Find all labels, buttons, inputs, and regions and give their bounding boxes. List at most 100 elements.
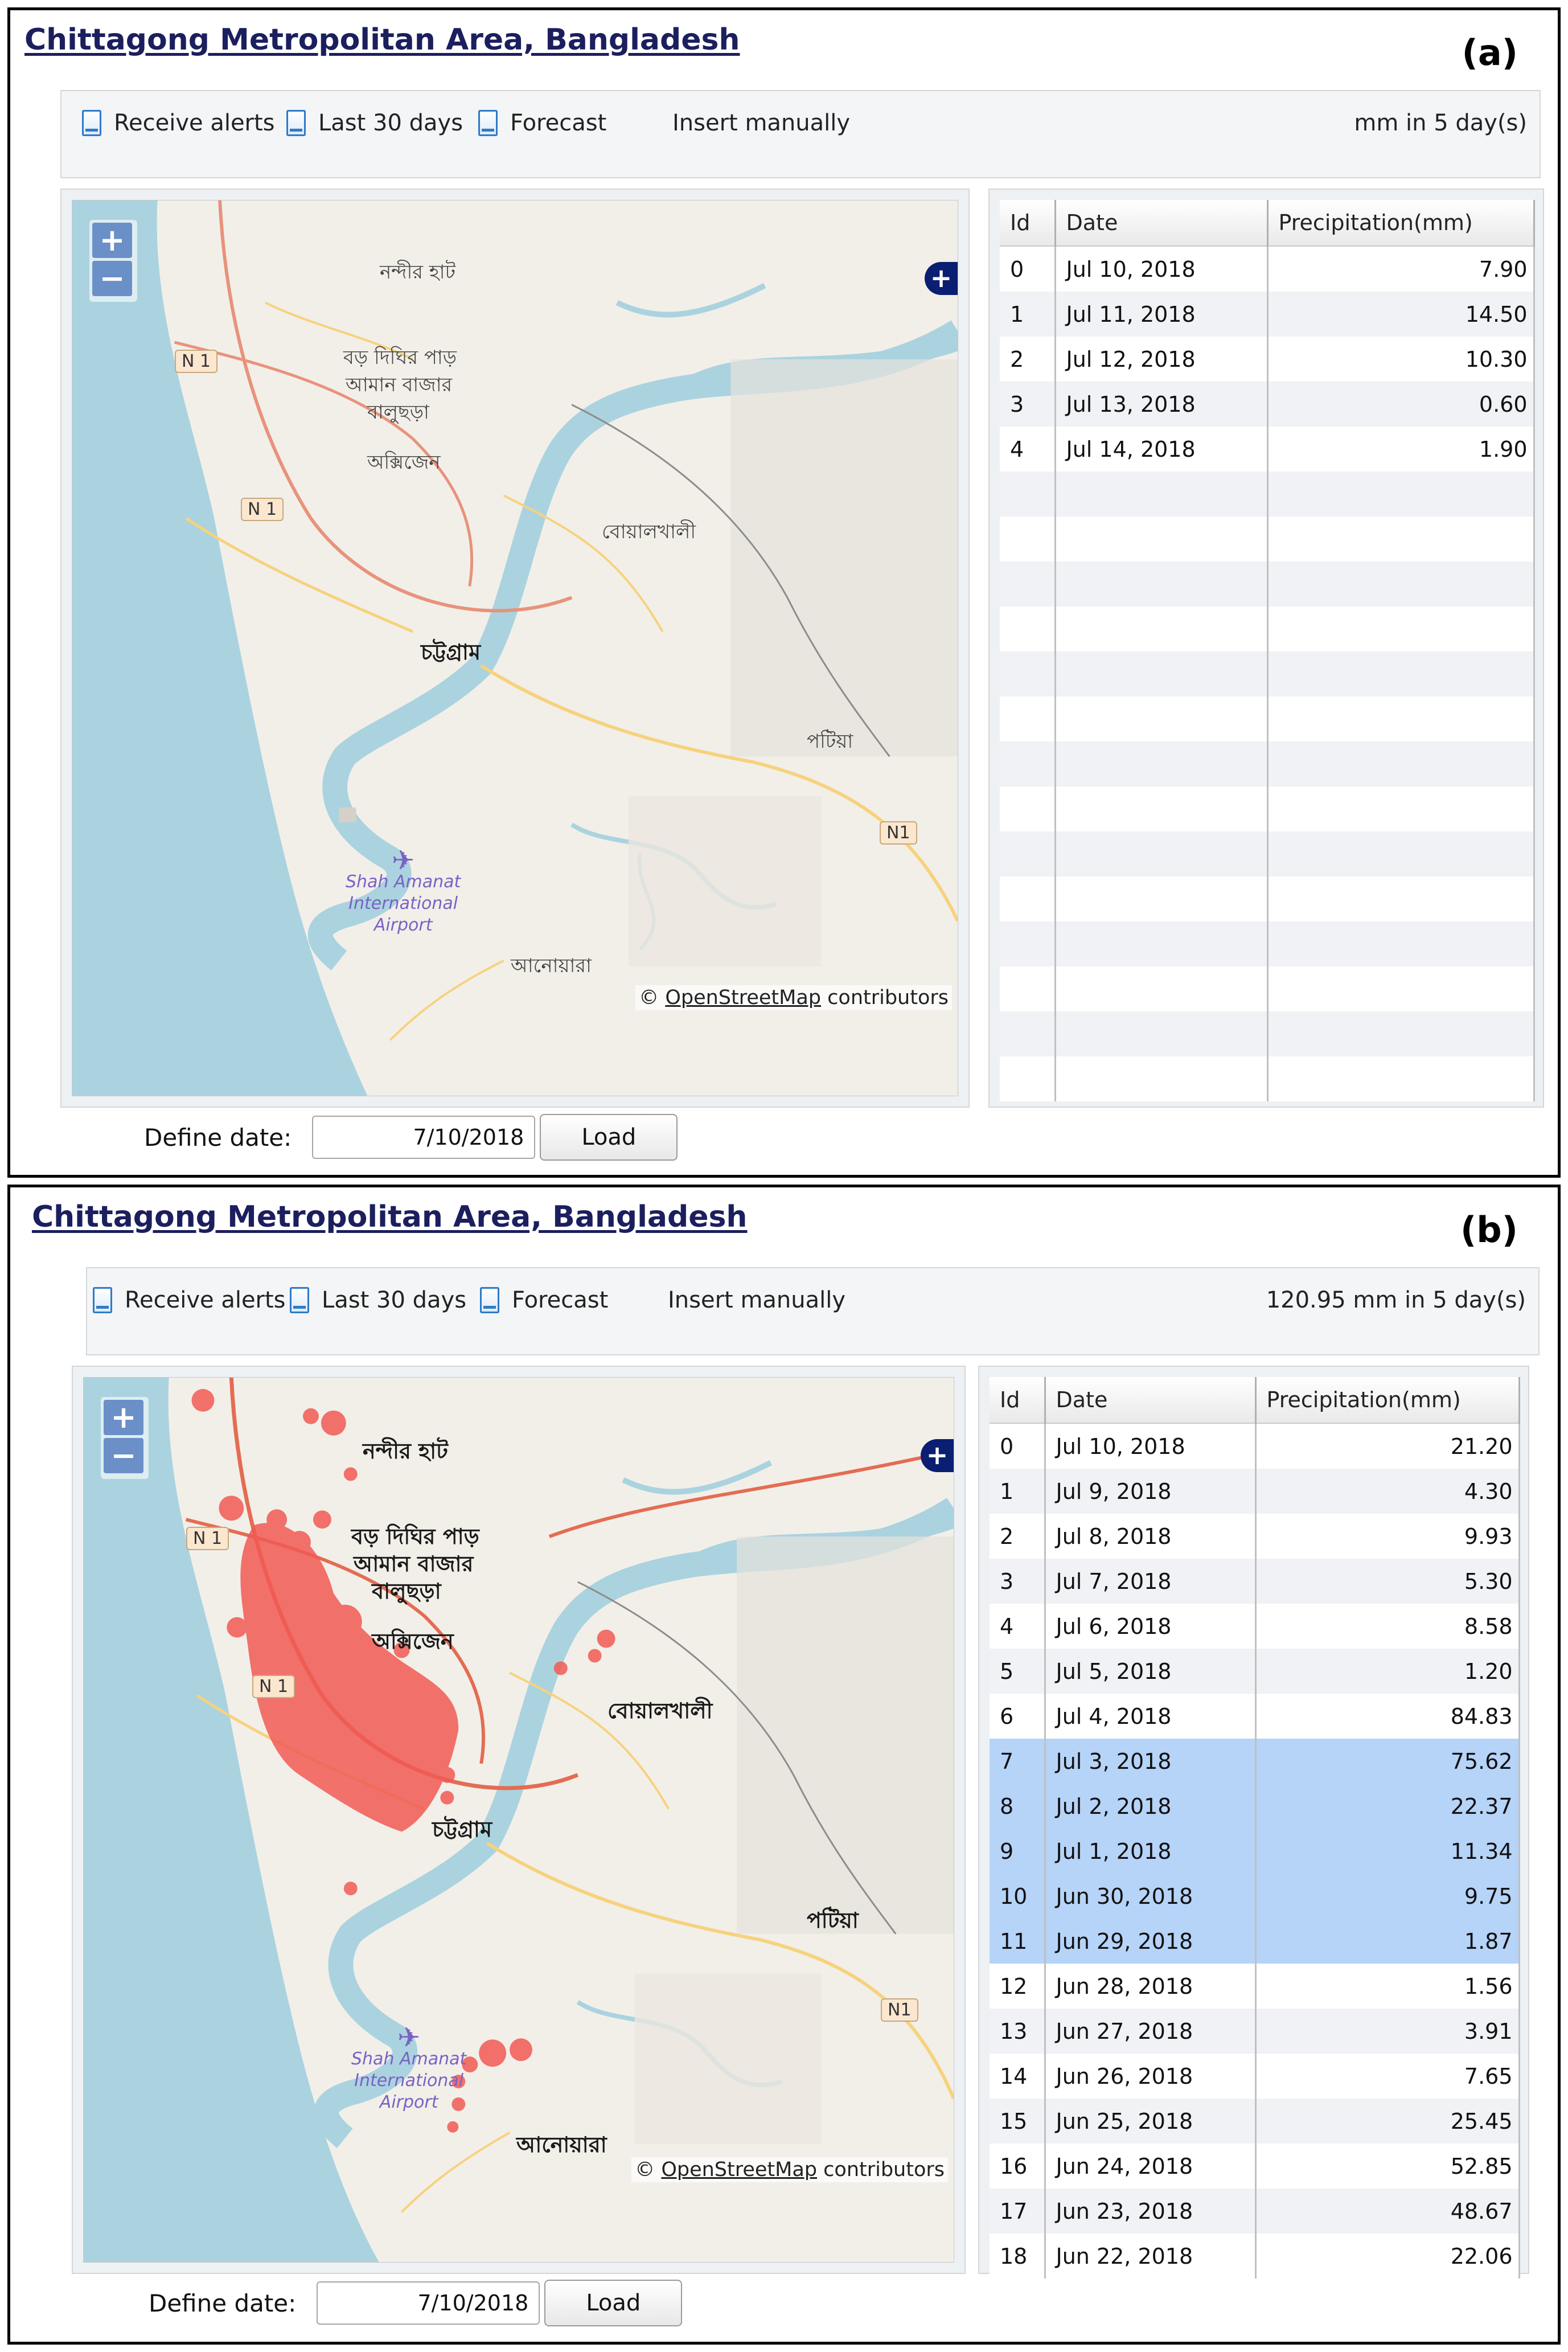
- document-icon: [480, 1287, 499, 1313]
- table-row[interactable]: 9 Jul 1, 2018 11.34: [990, 1829, 1520, 1874]
- table-row[interactable]: 16 Jun 24, 2018 52.85: [990, 2144, 1520, 2189]
- table-row[interactable]: 13 Jun 27, 2018 3.91: [990, 2009, 1520, 2054]
- empty-cell: [1055, 607, 1269, 651]
- date-input[interactable]: 7/10/2018: [312, 1116, 536, 1159]
- layer-switcher-button[interactable]: +: [921, 1439, 954, 1472]
- cell-date: Jul 3, 2018: [1045, 1739, 1257, 1784]
- table-row[interactable]: 4 Jul 6, 2018 8.58: [990, 1604, 1520, 1649]
- zoom-out-button[interactable]: −: [92, 261, 132, 296]
- date-input[interactable]: 7/10/2018: [317, 2281, 540, 2325]
- receive-alerts-link[interactable]: Receive alerts: [93, 1283, 286, 1317]
- column-header-precipitation[interactable]: Precipitation(mm): [1255, 1377, 1520, 1424]
- load-button[interactable]: Load: [544, 2280, 683, 2326]
- attribution-suffix: contributors: [823, 2158, 945, 2181]
- cell-precipitation: 9.75: [1255, 1874, 1520, 1919]
- table-row[interactable]: 10 Jun 30, 2018 9.75: [990, 1874, 1520, 1919]
- define-date-label: Define date:: [144, 1123, 292, 1152]
- empty-table-row: [1000, 696, 1535, 741]
- forecast-link[interactable]: Forecast: [480, 1283, 608, 1317]
- table-row[interactable]: 14 Jun 26, 2018 7.65: [990, 2054, 1520, 2099]
- table-row[interactable]: 1 Jul 11, 2018 14.50: [1000, 292, 1535, 337]
- empty-cell: [1055, 696, 1269, 741]
- table-row[interactable]: 2 Jul 12, 2018 10.30: [1000, 337, 1535, 382]
- column-header-precipitation[interactable]: Precipitation(mm): [1267, 200, 1535, 247]
- map-attribution: © OpenStreetMap contributors: [635, 985, 952, 1010]
- last-30-days-link[interactable]: Last 30 days: [286, 106, 463, 140]
- map-label-aman-bazar: আমান বাজার: [354, 1551, 474, 1576]
- table-row[interactable]: 1 Jul 9, 2018 4.30: [990, 1469, 1520, 1514]
- table-row[interactable]: 15 Jun 25, 2018 25.45: [990, 2099, 1520, 2144]
- cell-date: Jun 26, 2018: [1045, 2054, 1257, 2099]
- last-30-days-label: Last 30 days: [322, 1287, 467, 1313]
- airport-label-line2: International: [354, 2071, 464, 2091]
- cell-date: Jun 22, 2018: [1045, 2234, 1257, 2279]
- openstreetmap-link[interactable]: OpenStreetMap: [665, 986, 822, 1009]
- cell-date: Jul 6, 2018: [1045, 1604, 1257, 1649]
- column-header-id[interactable]: Id: [990, 1377, 1046, 1424]
- receive-alerts-link[interactable]: Receive alerts: [82, 106, 275, 140]
- table-row[interactable]: 8 Jul 2, 2018 22.37: [990, 1784, 1520, 1829]
- column-header-date[interactable]: Date: [1055, 200, 1269, 247]
- empty-table-row: [1000, 517, 1535, 562]
- cell-id: 11: [990, 1919, 1046, 1964]
- table-row[interactable]: 11 Jun 29, 2018 1.87: [990, 1919, 1520, 1964]
- zoom-out-button[interactable]: −: [104, 1438, 143, 1473]
- load-button[interactable]: Load: [540, 1114, 678, 1161]
- layer-switcher-button[interactable]: +: [925, 262, 958, 295]
- map-label-chattogram: চট্টগ্রাম: [421, 640, 481, 665]
- cell-id: 10: [990, 1874, 1046, 1919]
- table-row[interactable]: 6 Jul 4, 2018 84.83: [990, 1694, 1520, 1739]
- empty-table-row: [1000, 607, 1535, 651]
- cell-date: Jul 10, 2018: [1055, 246, 1269, 292]
- flood-overlay: [191, 1388, 615, 2133]
- cell-id: 4: [990, 1604, 1046, 1649]
- page-title[interactable]: Chittagong Metropolitan Area, Bangladesh: [32, 1200, 748, 1234]
- cell-id: 2: [1000, 337, 1056, 382]
- page-title[interactable]: Chittagong Metropolitan Area, Bangladesh: [24, 23, 740, 57]
- table-row[interactable]: 3 Jul 13, 2018 0.60: [1000, 382, 1535, 427]
- cell-date: Jul 9, 2018: [1045, 1469, 1257, 1514]
- map-attribution: © OpenStreetMap contributors: [631, 2157, 948, 2182]
- table-row[interactable]: 4 Jul 14, 2018 1.90: [1000, 427, 1535, 472]
- road-badge-n1: N 1: [241, 498, 284, 521]
- cell-date: Jul 5, 2018: [1045, 1649, 1257, 1694]
- zoom-in-button[interactable]: +: [92, 223, 132, 258]
- table-row[interactable]: 2 Jul 8, 2018 9.93: [990, 1514, 1520, 1559]
- insert-manually-link[interactable]: Insert manually: [672, 110, 851, 136]
- column-header-date[interactable]: Date: [1045, 1377, 1257, 1424]
- cell-id: 4: [1000, 427, 1056, 472]
- table-row[interactable]: 12 Jun 28, 2018 1.56: [990, 1964, 1520, 2009]
- table-row[interactable]: 3 Jul 7, 2018 5.30: [990, 1559, 1520, 1604]
- empty-cell: [1000, 1056, 1056, 1101]
- empty-cell: [1267, 921, 1535, 966]
- map-label-boalkhali: বোয়ালখালী: [602, 521, 696, 543]
- zoom-in-button[interactable]: +: [104, 1400, 143, 1435]
- table-row[interactable]: 7 Jul 3, 2018 75.62: [990, 1739, 1520, 1784]
- last-30-days-link[interactable]: Last 30 days: [290, 1283, 466, 1317]
- cell-date: Jul 13, 2018: [1055, 382, 1269, 427]
- cell-precipitation: 1.20: [1255, 1649, 1520, 1694]
- cell-precipitation: 7.65: [1255, 2054, 1520, 2099]
- road-badge-n1: N 1: [175, 350, 218, 373]
- precipitation-table-panel: Id Date Precipitation(mm) 0 Jul 10, 2018 2…: [978, 1366, 1529, 2279]
- table-row[interactable]: 0 Jul 10, 2018 21.20: [990, 1423, 1520, 1469]
- openstreetmap-link[interactable]: OpenStreetMap: [661, 2158, 818, 2181]
- table-row[interactable]: 17 Jun 23, 2018 48.67: [990, 2189, 1520, 2234]
- cell-id: 1: [1000, 292, 1056, 337]
- define-date-label: Define date:: [149, 2289, 297, 2317]
- column-header-id[interactable]: Id: [1000, 200, 1056, 247]
- empty-table-row: [1000, 1011, 1535, 1056]
- table-row[interactable]: 18 Jun 22, 2018 22.06: [990, 2234, 1520, 2279]
- empty-table-row: [1000, 876, 1535, 921]
- table-row[interactable]: 0 Jul 10, 2018 7.90: [1000, 246, 1535, 292]
- empty-cell: [1267, 651, 1535, 696]
- empty-cell: [1267, 607, 1535, 651]
- map[interactable]: + − + নন্দীর হাট N 1 বড় দিঘির পাড় আমান…: [83, 1377, 954, 2263]
- map[interactable]: + − + নন্দীর হাট N 1 বড় দিঘির পাড় আমান…: [72, 200, 958, 1096]
- table-row[interactable]: 5 Jul 5, 2018 1.20: [990, 1649, 1520, 1694]
- cell-precipitation: 1.90: [1267, 427, 1535, 472]
- insert-manually-link[interactable]: Insert manually: [668, 1287, 846, 1313]
- forecast-link[interactable]: Forecast: [478, 106, 606, 140]
- map-label-patiya: পটিয়া: [807, 730, 853, 753]
- empty-cell: [1000, 921, 1056, 966]
